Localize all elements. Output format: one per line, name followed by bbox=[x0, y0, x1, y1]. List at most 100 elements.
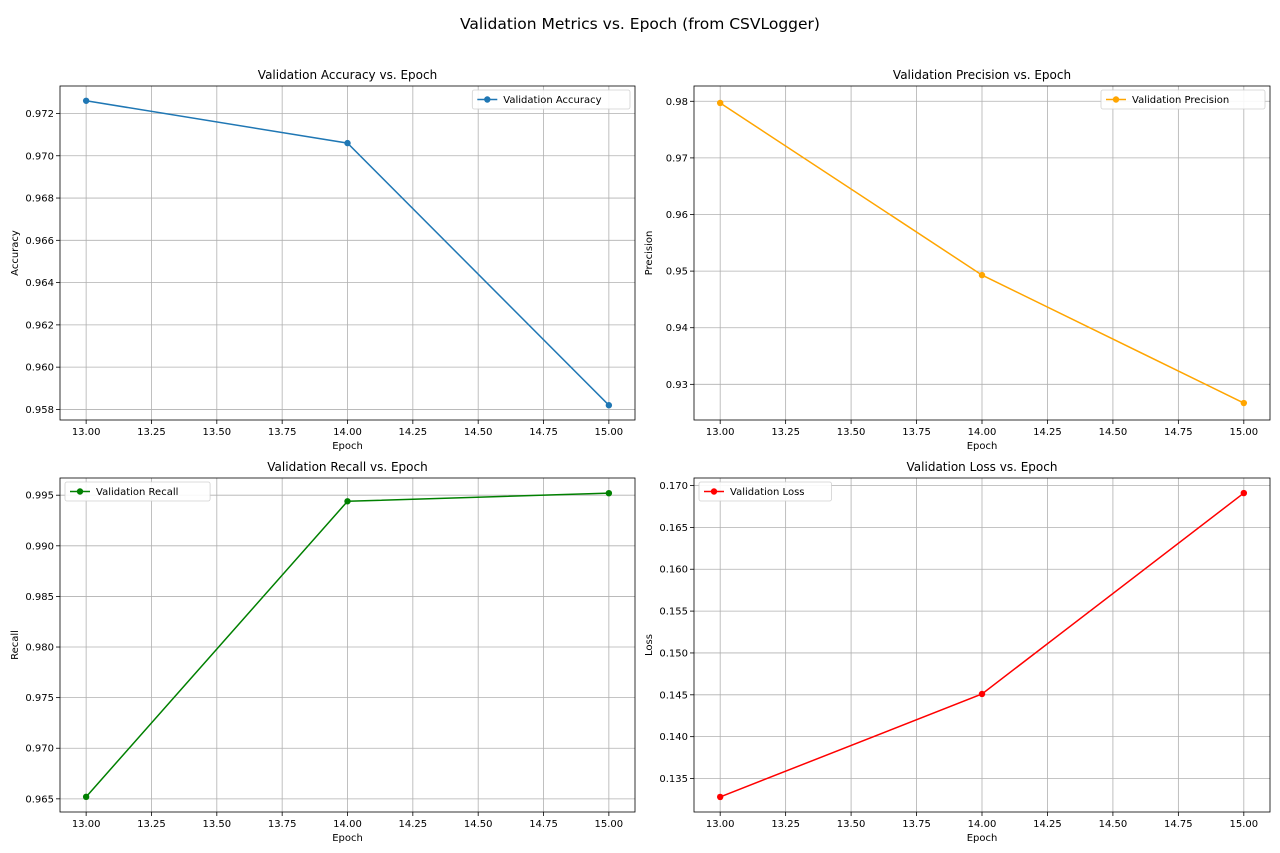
x-tick-label: 13.50 bbox=[837, 427, 866, 438]
y-tick-label: 0.165 bbox=[659, 523, 688, 534]
data-point bbox=[978, 271, 986, 279]
legend-label: Validation Recall bbox=[96, 487, 178, 498]
x-tick-label: 13.50 bbox=[202, 819, 231, 830]
x-tick-label: 14.00 bbox=[968, 819, 997, 830]
x-axis-label: Epoch bbox=[967, 833, 998, 844]
y-axis-ticks: 0.93 0.94 0.95 0.96 0.97 0.98 bbox=[666, 97, 694, 391]
y-tick-label: 0.964 bbox=[25, 278, 54, 289]
y-axis-label: Recall bbox=[10, 630, 21, 660]
y-tick-label: 0.968 bbox=[25, 194, 54, 205]
y-tick-label: 0.958 bbox=[25, 405, 54, 416]
x-tick-label: 14.25 bbox=[1033, 819, 1062, 830]
y-tick-label: 0.140 bbox=[659, 732, 688, 743]
x-tick-label: 13.00 bbox=[706, 819, 735, 830]
y-tick-label: 0.135 bbox=[659, 774, 688, 785]
data-point bbox=[344, 139, 351, 147]
y-tick-label: 0.995 bbox=[25, 491, 54, 502]
y-tick-label: 0.160 bbox=[659, 565, 688, 576]
legend-marker bbox=[76, 488, 84, 495]
legend-box bbox=[1100, 89, 1266, 110]
data-point bbox=[716, 99, 724, 107]
y-axis-label: Precision bbox=[644, 231, 655, 276]
x-axis-label: Epoch bbox=[967, 441, 998, 452]
y-axis-ticks: 0.135 0.140 0.145 0.150 0.155 0.160 0.165 0.170 bbox=[659, 481, 694, 785]
x-tick-label: 14.75 bbox=[529, 819, 558, 830]
series-1 bbox=[716, 99, 1248, 407]
data-point bbox=[978, 690, 986, 698]
x-axis-ticks: 13.00 13.25 13.50 13.75 14.00 14.25 14.50 14.75… bbox=[706, 812, 1258, 830]
y-tick-label: 0.95 bbox=[666, 267, 688, 278]
grid bbox=[60, 86, 635, 420]
legend-label: Validation Loss bbox=[730, 487, 805, 498]
x-tick-label: 14.00 bbox=[968, 427, 997, 438]
legend: Validation Precision bbox=[1100, 89, 1266, 110]
y-tick-label: 0.145 bbox=[659, 690, 688, 701]
y-tick-label: 0.972 bbox=[25, 109, 54, 120]
x-tick-label: 14.00 bbox=[333, 819, 362, 830]
y-tick-label: 0.98 bbox=[666, 97, 688, 108]
y-axis-ticks: 0.958 0.960 0.962 0.964 0.966 0.968 0.970 0.972 bbox=[25, 109, 60, 416]
subplot-4: Validation Loss vs. Epoch 13.00 13.25 13.50… bbox=[644, 460, 1271, 844]
legend-marker bbox=[484, 96, 491, 103]
x-tick-label: 14.25 bbox=[1033, 427, 1062, 438]
x-tick-label: 13.25 bbox=[771, 819, 800, 830]
y-tick-label: 0.990 bbox=[25, 541, 54, 552]
legend-box bbox=[471, 89, 631, 110]
data-point bbox=[716, 793, 724, 801]
x-tick-label: 13.75 bbox=[268, 819, 297, 830]
x-tick-label: 15.00 bbox=[1229, 819, 1258, 830]
y-tick-label: 0.985 bbox=[25, 592, 54, 603]
subplots: Validation Accuracy vs. Epoch 13.00 13.25 1… bbox=[10, 68, 1271, 844]
x-tick-label: 14.50 bbox=[464, 819, 493, 830]
y-axis-ticks: 0.965 0.970 0.975 0.980 0.985 0.990 0.995 bbox=[25, 491, 60, 805]
legend-label: Validation Accuracy bbox=[503, 95, 601, 106]
x-tick-label: 13.00 bbox=[72, 819, 101, 830]
legend-label: Validation Precision bbox=[1132, 95, 1229, 106]
series-1 bbox=[82, 489, 613, 801]
x-tick-label: 14.00 bbox=[333, 427, 362, 438]
x-tick-label: 14.50 bbox=[464, 427, 493, 438]
subplot-title: Validation Loss vs. Epoch bbox=[907, 460, 1058, 474]
grid bbox=[694, 478, 1270, 812]
y-tick-label: 0.93 bbox=[666, 380, 688, 391]
legend: Validation Accuracy bbox=[471, 89, 631, 110]
x-axis-ticks: 13.00 13.25 13.50 13.75 14.00 14.25 14.50 14.75… bbox=[72, 420, 623, 438]
x-axis-ticks: 13.00 13.25 13.50 13.75 14.00 14.25 14.50 14.75… bbox=[706, 420, 1258, 438]
x-tick-label: 13.75 bbox=[268, 427, 297, 438]
x-tick-label: 14.25 bbox=[399, 427, 428, 438]
data-point bbox=[605, 402, 613, 409]
x-tick-label: 13.50 bbox=[837, 819, 866, 830]
y-tick-label: 0.970 bbox=[25, 151, 54, 162]
legend-box bbox=[64, 481, 211, 502]
legend-marker bbox=[1112, 96, 1120, 103]
subplot-title: Validation Precision vs. Epoch bbox=[893, 68, 1071, 82]
x-tick-label: 15.00 bbox=[1229, 427, 1258, 438]
grid bbox=[694, 86, 1270, 420]
x-tick-label: 14.50 bbox=[1099, 427, 1128, 438]
subplot-title: Validation Accuracy vs. Epoch bbox=[258, 68, 437, 82]
x-tick-label: 15.00 bbox=[595, 819, 624, 830]
y-axis-label: Accuracy bbox=[10, 230, 21, 276]
legend-box bbox=[698, 481, 832, 502]
legend: Validation Recall bbox=[64, 481, 211, 502]
subplot-2: Validation Precision vs. Epoch 13.00 13.25… bbox=[644, 68, 1271, 452]
data-point bbox=[82, 793, 90, 801]
x-tick-label: 13.25 bbox=[137, 427, 166, 438]
axes-frame bbox=[693, 85, 1271, 421]
x-tick-label: 13.00 bbox=[72, 427, 101, 438]
x-axis-label: Epoch bbox=[332, 833, 363, 844]
y-tick-label: 0.980 bbox=[25, 643, 54, 654]
data-point bbox=[344, 498, 351, 505]
legend-marker bbox=[710, 488, 718, 495]
y-tick-label: 0.970 bbox=[25, 744, 54, 755]
x-axis-ticks: 13.00 13.25 13.50 13.75 14.00 14.25 14.50 14.75… bbox=[72, 812, 623, 830]
y-axis-label: Loss bbox=[644, 634, 655, 656]
subplot-title: Validation Recall vs. Epoch bbox=[267, 460, 427, 474]
x-tick-label: 13.25 bbox=[771, 427, 800, 438]
x-tick-label: 13.00 bbox=[706, 427, 735, 438]
axes-frame bbox=[59, 85, 636, 421]
y-tick-label: 0.962 bbox=[25, 320, 54, 331]
